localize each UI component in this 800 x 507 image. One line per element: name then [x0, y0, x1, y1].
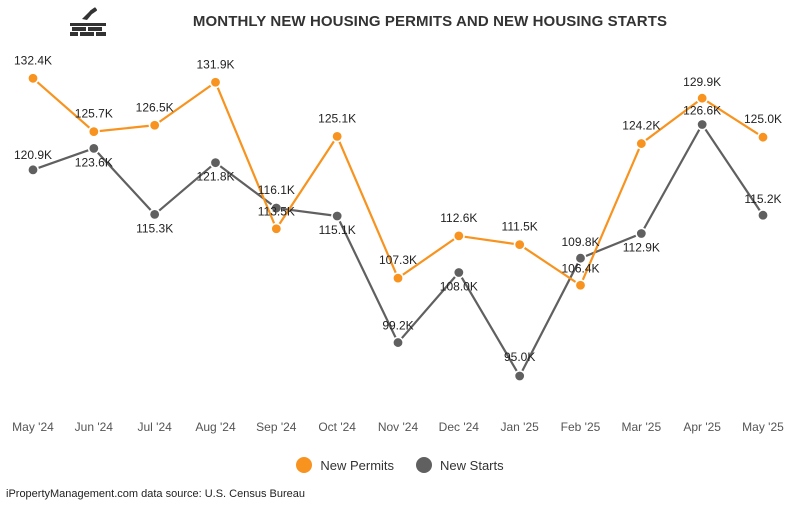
data-point-starts [391, 336, 404, 349]
legend-label-permits: New Permits [320, 457, 395, 473]
legend-label-starts: New Starts [440, 457, 504, 473]
data-point-permits [696, 92, 709, 105]
x-tick-label: Jun '24 [75, 420, 114, 434]
data-point-starts [574, 252, 587, 265]
data-label-permits: 112.6K [440, 211, 477, 225]
data-point-starts [452, 266, 465, 279]
x-tick-label: Feb '25 [561, 420, 601, 434]
x-tick-label: Aug '24 [195, 420, 236, 434]
data-label-starts: 123.6K [75, 155, 113, 169]
data-label-starts: 121.8K [196, 170, 234, 184]
data-label-starts: 126.6K [683, 103, 721, 117]
x-tick-label: Sep '24 [256, 420, 297, 434]
data-label-starts: 95.0K [504, 350, 535, 364]
data-point-starts [26, 163, 39, 176]
x-tick-label: Dec '24 [439, 420, 480, 434]
data-label-starts: 116.1K [258, 183, 295, 197]
source-footer: iPropertyManagement.com data source: U.S… [6, 488, 305, 500]
x-tick-label: Mar '25 [622, 420, 662, 434]
data-point-permits [148, 119, 161, 132]
data-point-permits [513, 238, 526, 251]
data-label-permits: 124.2K [622, 119, 660, 133]
data-label-permits: 125.7K [75, 107, 113, 121]
data-point-starts [756, 209, 769, 222]
data-point-permits [574, 279, 587, 292]
data-label-starts: 108.0K [440, 280, 478, 294]
data-label-permits: 106.4K [561, 261, 599, 275]
legend-swatch-permits [296, 457, 313, 473]
data-point-permits [87, 125, 100, 138]
data-point-permits [209, 76, 222, 89]
data-point-permits [452, 229, 465, 242]
data-label-permits: 131.9K [196, 57, 234, 71]
data-point-starts [331, 210, 344, 223]
data-point-starts [87, 142, 100, 155]
data-label-permits: 113.5K [258, 205, 295, 219]
data-label-permits: 125.1K [318, 111, 356, 125]
data-point-starts [696, 118, 709, 131]
data-point-permits [331, 130, 344, 143]
data-label-starts: 115.2K [744, 192, 781, 206]
data-label-permits: 125.0K [744, 112, 782, 126]
x-tick-label: Oct '24 [318, 420, 356, 434]
data-label-starts: 115.1K [319, 223, 356, 237]
data-point-starts [513, 369, 526, 382]
brick-wall-trowel-icon [68, 6, 108, 40]
data-label-starts: 99.2K [382, 319, 413, 333]
data-label-starts: 109.8K [561, 235, 599, 249]
x-tick-label: Apr '25 [683, 420, 721, 434]
data-point-starts [635, 227, 648, 240]
data-label-permits: 111.5K [502, 220, 538, 234]
data-point-starts [209, 156, 222, 169]
x-tick-label: Nov '24 [378, 420, 419, 434]
data-point-starts [148, 208, 161, 221]
legend-item-permits[interactable]: New Permits [296, 457, 394, 473]
data-label-permits: 129.9K [683, 75, 721, 89]
data-point-permits [26, 72, 39, 85]
data-label-permits: 126.5K [136, 100, 174, 114]
data-label-permits: 132.4K [14, 53, 52, 67]
legend-item-starts[interactable]: New Starts [416, 457, 504, 473]
x-tick-label: Jan '25 [501, 420, 540, 434]
data-point-permits [635, 137, 648, 150]
x-tick-label: May '25 [742, 420, 784, 434]
data-point-permits [756, 131, 769, 144]
data-label-starts: 112.9K [623, 241, 660, 255]
chart-title: MONTHLY NEW HOUSING PERMITS AND NEW HOUS… [192, 13, 668, 30]
data-point-permits [391, 272, 404, 285]
data-label-permits: 107.3K [379, 253, 417, 267]
data-point-permits [270, 222, 283, 235]
data-label-starts: 120.9K [14, 148, 52, 162]
legend-swatch-starts [416, 457, 433, 473]
data-point-starts [270, 202, 283, 215]
x-tick-label: Jul '24 [138, 420, 173, 434]
chart-legend: New Permits New Starts [0, 457, 800, 473]
x-tick-label: May '24 [12, 420, 54, 434]
data-label-starts: 115.3K [136, 221, 173, 235]
